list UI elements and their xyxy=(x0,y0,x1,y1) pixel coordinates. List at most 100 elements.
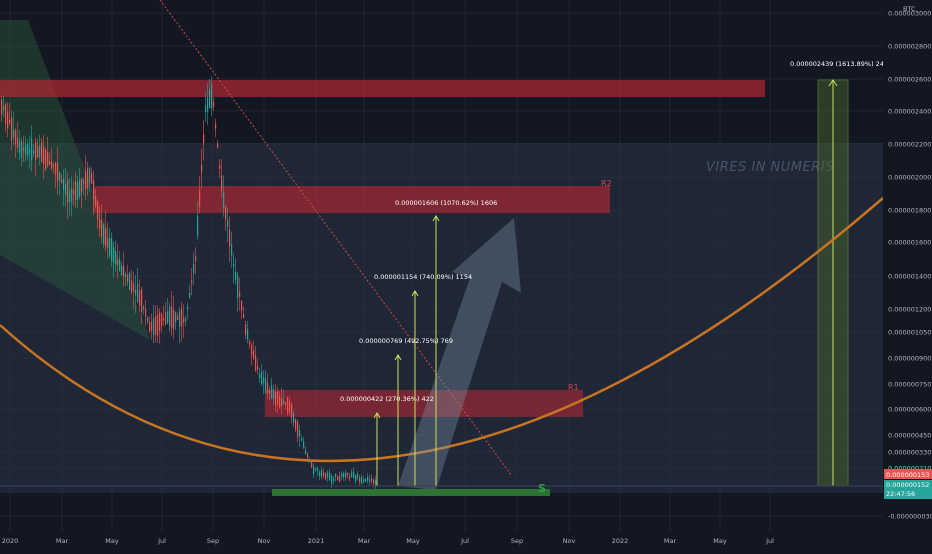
price-label-teal-text: 0.000000152 xyxy=(886,481,929,489)
candle-body xyxy=(319,471,321,476)
diagonal-trendline xyxy=(159,0,513,477)
candle-body xyxy=(89,168,91,184)
candle-body xyxy=(191,280,193,284)
price-label-teal xyxy=(884,480,932,499)
candle-body xyxy=(193,264,195,273)
candle-body xyxy=(279,396,281,408)
watermark-text: VIRES IN NUMERIS xyxy=(706,160,834,175)
candle-body xyxy=(301,438,303,442)
candle-body xyxy=(75,181,77,200)
candle-body xyxy=(361,476,363,484)
price-tick-label: 0.000002400 xyxy=(888,108,931,116)
candle-body xyxy=(63,178,65,191)
candle-body xyxy=(71,187,73,202)
candle-body xyxy=(13,129,15,138)
candle-body xyxy=(105,228,107,247)
candle-body xyxy=(307,454,309,458)
countdown-text: 22:47:56 xyxy=(886,490,915,498)
green-wedge xyxy=(0,20,150,340)
candle-body xyxy=(43,146,45,164)
candle-body xyxy=(39,145,41,158)
candle-body xyxy=(339,475,341,483)
candle-body xyxy=(93,180,95,199)
candle-body xyxy=(253,350,255,358)
candle-body xyxy=(57,163,59,182)
candle-body xyxy=(197,216,199,236)
candle-body xyxy=(329,472,331,480)
target-arrow-5 xyxy=(828,79,838,87)
candle-body xyxy=(207,97,209,112)
price-tick-label: 0.000002000 xyxy=(888,174,931,182)
candle-body xyxy=(37,146,39,157)
candle-body xyxy=(109,238,111,256)
candle-body xyxy=(295,419,297,430)
candle-body xyxy=(277,391,279,405)
candle-body xyxy=(237,275,239,298)
target-arrow-2 xyxy=(394,354,402,361)
candle-body xyxy=(51,161,53,169)
candle-body xyxy=(111,237,113,262)
candle-body xyxy=(125,274,127,278)
candle-body xyxy=(115,251,117,265)
candle-body xyxy=(171,306,173,329)
time-tick-label: 2022 xyxy=(612,537,629,545)
price-tick-label: 0.000002800 xyxy=(888,43,931,51)
candle-body xyxy=(255,355,257,371)
candle-body xyxy=(245,324,247,335)
candle-body xyxy=(145,309,147,317)
candle-body xyxy=(169,306,171,327)
price-tick-label: 0.000000600 xyxy=(888,406,931,414)
candle-body xyxy=(327,472,329,478)
candle-body xyxy=(41,142,43,163)
candle-body xyxy=(133,283,135,293)
candle-body xyxy=(227,220,229,227)
time-tick-label: May xyxy=(406,537,420,545)
candle-body xyxy=(103,224,105,245)
candle-body xyxy=(67,180,69,203)
candle-body xyxy=(195,256,197,262)
zone-r2-label: R2 xyxy=(601,179,612,188)
candle-body xyxy=(251,344,253,356)
candle-body xyxy=(243,314,245,318)
time-tick-label: Jul xyxy=(765,537,774,545)
resistance-zone-top xyxy=(0,80,765,97)
candle-body xyxy=(305,450,307,454)
candle-body xyxy=(185,318,187,322)
candle-body xyxy=(267,382,269,394)
candle-body xyxy=(151,321,153,331)
candle-body xyxy=(321,470,323,477)
candle-body xyxy=(225,206,227,220)
candle-body xyxy=(135,289,137,296)
time-tick-label: Mar xyxy=(358,537,371,545)
support-label: S xyxy=(538,482,546,495)
candle-body xyxy=(369,479,371,482)
candle-body xyxy=(19,140,21,153)
support-zone xyxy=(272,489,550,496)
price-tick-label: 0.000001050 xyxy=(888,329,931,337)
candle-body xyxy=(47,151,49,166)
price-tick-label: 0.000002200 xyxy=(888,141,931,149)
measure-label-5: 0.000002439 (1613.89%) 2439 xyxy=(790,60,892,68)
candle-body xyxy=(291,404,293,418)
candle-body xyxy=(35,142,37,160)
time-axis[interactable]: 2020 Mar May Jul Sep Nov 2021 Mar May Jul Sep Nov 20… xyxy=(2,537,774,545)
candle-body xyxy=(257,365,259,370)
price-axis[interactable]: 0.000003000 0.000002800 0.000002600 0.00000… xyxy=(888,10,932,521)
candle-body xyxy=(21,141,23,158)
candle-body xyxy=(201,165,203,173)
candle-body xyxy=(49,161,51,165)
candle-body xyxy=(287,397,289,413)
candle-body xyxy=(345,472,347,477)
candle-body xyxy=(3,106,5,111)
candle-body xyxy=(99,218,101,229)
candle-body xyxy=(347,473,349,476)
candle-body xyxy=(97,201,99,220)
price-axis-panel xyxy=(883,0,932,550)
candle-body xyxy=(131,280,133,293)
candle-body xyxy=(239,291,241,297)
candle-body xyxy=(281,398,283,406)
candle-body xyxy=(31,138,33,161)
candle-body xyxy=(263,377,265,384)
